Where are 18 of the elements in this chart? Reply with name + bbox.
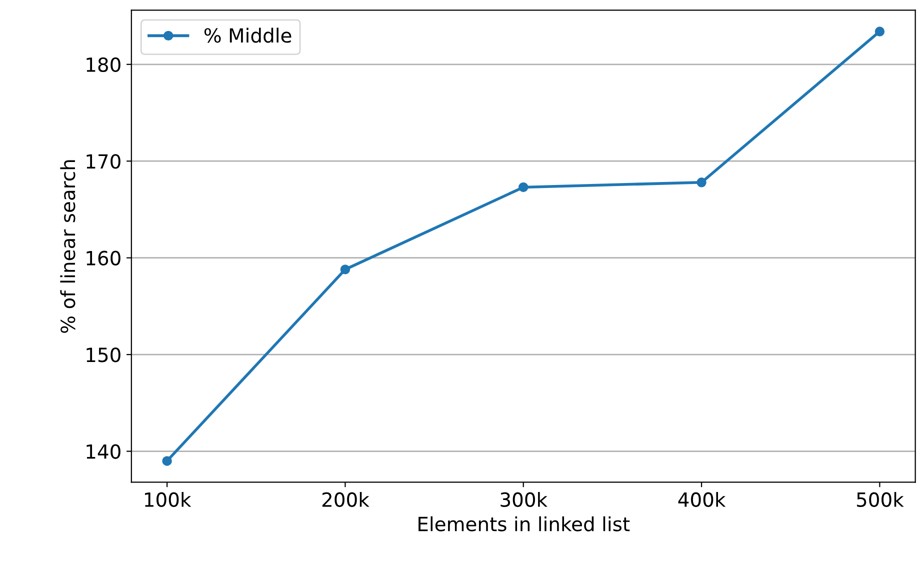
y-tick-label: 150	[86, 348, 120, 362]
x-tick-label: 200k	[322, 492, 370, 508]
x-tick-label: 400k	[678, 492, 726, 508]
y-tick-label: 160	[86, 250, 120, 266]
point	[874, 26, 885, 36]
y-tick-label: 170	[86, 154, 120, 169]
x-tick-label: 500k	[857, 492, 904, 508]
x-tick-label: 300k	[500, 492, 548, 508]
x-tick-label: 100k	[145, 492, 192, 508]
point	[340, 264, 350, 274]
y-tick-label: 140	[86, 444, 120, 459]
point	[162, 456, 172, 466]
y-axis-title: % of linear search	[60, 160, 76, 333]
x-axis-title: Elements in linked list	[418, 516, 630, 532]
point	[518, 182, 528, 192]
legend-label: % Middle	[204, 28, 292, 43]
y-tick-label: 180	[86, 57, 120, 72]
point	[696, 178, 706, 188]
